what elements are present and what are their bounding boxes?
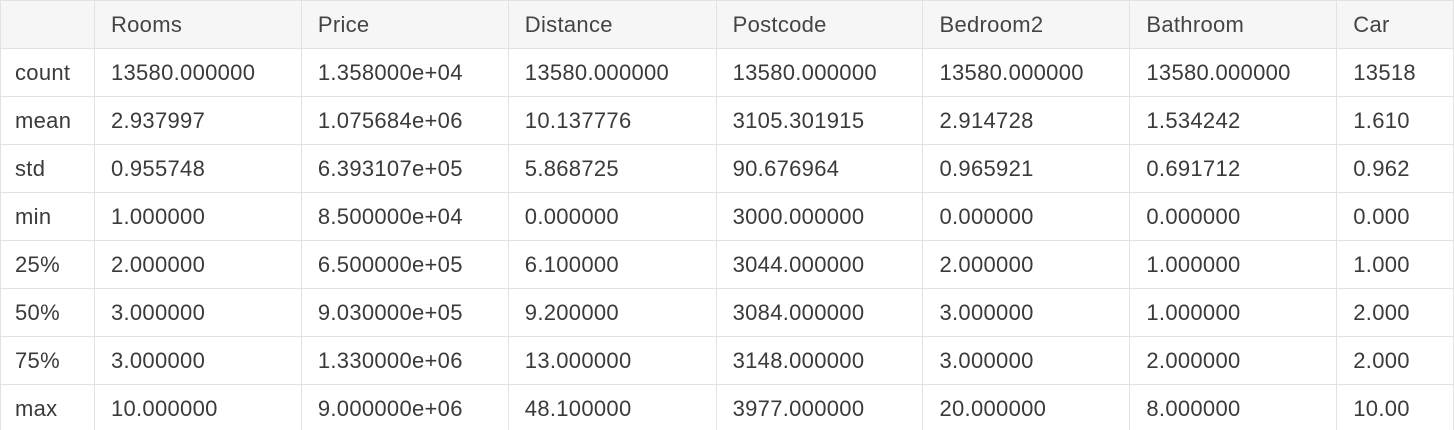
cell-rooms: 0.955748 [93,144,302,193]
cell-price: 9.000000e+06 [300,384,509,430]
table-header: Rooms Price Distance Postcode Bedroom2 B… [0,0,1454,49]
table-body: count 13580.000000 1.358000e+04 13580.00000… [0,48,1454,430]
table-row: min 1.000000 8.500000e+04 0.000000 3000.0000… [0,192,1454,241]
cell-bathroom: 0.691712 [1129,144,1338,193]
cell-postcode: 3105.301915 [715,96,924,145]
cell-rooms: 13580.000000 [93,48,302,97]
cell-postcode: 90.676964 [715,144,924,193]
column-header-car: Car [1336,0,1454,49]
cell-car: 0.000 [1336,192,1454,241]
cell-distance: 5.868725 [507,144,717,193]
table-row: mean 2.937997 1.075684e+06 10.137776 3105.30… [0,96,1454,145]
row-index-label: max [0,384,95,430]
cell-bathroom: 1.000000 [1129,240,1338,289]
row-index-label: 75% [0,336,95,385]
cell-distance: 6.100000 [507,240,717,289]
cell-car: 2.000 [1336,336,1454,385]
cell-car: 2.000 [1336,288,1454,337]
table-row: std 0.955748 6.393107e+05 5.868725 90.676964… [0,144,1454,193]
cell-distance: 13.000000 [507,336,717,385]
cell-bathroom: 0.000000 [1129,192,1338,241]
cell-postcode: 13580.000000 [715,48,924,97]
row-index-label: 50% [0,288,95,337]
cell-bathroom: 2.000000 [1129,336,1338,385]
cell-car: 13518 [1336,48,1454,97]
cell-distance: 13580.000000 [507,48,717,97]
cell-bedroom2: 2.000000 [922,240,1131,289]
cell-price: 1.330000e+06 [300,336,509,385]
cell-bedroom2: 2.914728 [922,96,1131,145]
row-index-label: min [0,192,95,241]
table-row: count 13580.000000 1.358000e+04 13580.00000… [0,48,1454,97]
table-row: 50% 3.000000 9.030000e+05 9.200000 3084.0000… [0,288,1454,337]
header-row: Rooms Price Distance Postcode Bedroom2 B… [0,0,1454,49]
cell-price: 8.500000e+04 [300,192,509,241]
cell-car: 0.962 [1336,144,1454,193]
row-index-label: count [0,48,95,97]
cell-rooms: 2.937997 [93,96,302,145]
column-header-bedroom2: Bedroom2 [922,0,1131,49]
column-header-price: Price [300,0,509,49]
cell-price: 9.030000e+05 [300,288,509,337]
row-index-label: 25% [0,240,95,289]
cell-price: 1.358000e+04 [300,48,509,97]
cell-car: 1.000 [1336,240,1454,289]
cell-postcode: 3977.000000 [715,384,924,430]
cell-rooms: 1.000000 [93,192,302,241]
table-row: max 10.000000 9.000000e+06 48.100000 3977.00… [0,384,1454,430]
table-row: 75% 3.000000 1.330000e+06 13.000000 3148.000… [0,336,1454,385]
cell-price: 6.393107e+05 [300,144,509,193]
cell-bedroom2: 20.000000 [922,384,1131,430]
cell-rooms: 3.000000 [93,336,302,385]
cell-distance: 48.100000 [507,384,717,430]
row-index-label: std [0,144,95,193]
cell-bathroom: 1.534242 [1129,96,1338,145]
index-header-cell [0,0,95,49]
cell-rooms: 2.000000 [93,240,302,289]
cell-bedroom2: 3.000000 [922,288,1131,337]
cell-rooms: 10.000000 [93,384,302,430]
cell-distance: 9.200000 [507,288,717,337]
cell-rooms: 3.000000 [93,288,302,337]
cell-bedroom2: 13580.000000 [922,48,1131,97]
column-header-postcode: Postcode [715,0,924,49]
cell-postcode: 3148.000000 [715,336,924,385]
cell-distance: 0.000000 [507,192,717,241]
row-index-label: mean [0,96,95,145]
column-header-distance: Distance [507,0,717,49]
cell-price: 1.075684e+06 [300,96,509,145]
cell-bedroom2: 3.000000 [922,336,1131,385]
column-header-bathroom: Bathroom [1129,0,1338,49]
cell-car: 10.00 [1336,384,1454,430]
cell-car: 1.610 [1336,96,1454,145]
cell-postcode: 3000.000000 [715,192,924,241]
cell-postcode: 3044.000000 [715,240,924,289]
cell-bathroom: 8.000000 [1129,384,1338,430]
column-header-rooms: Rooms [93,0,302,49]
cell-bedroom2: 0.965921 [922,144,1131,193]
table-row: 25% 2.000000 6.500000e+05 6.100000 3044.0000… [0,240,1454,289]
cell-bathroom: 13580.000000 [1129,48,1338,97]
cell-bedroom2: 0.000000 [922,192,1131,241]
cell-postcode: 3084.000000 [715,288,924,337]
cell-distance: 10.137776 [507,96,717,145]
cell-price: 6.500000e+05 [300,240,509,289]
cell-bathroom: 1.000000 [1129,288,1338,337]
